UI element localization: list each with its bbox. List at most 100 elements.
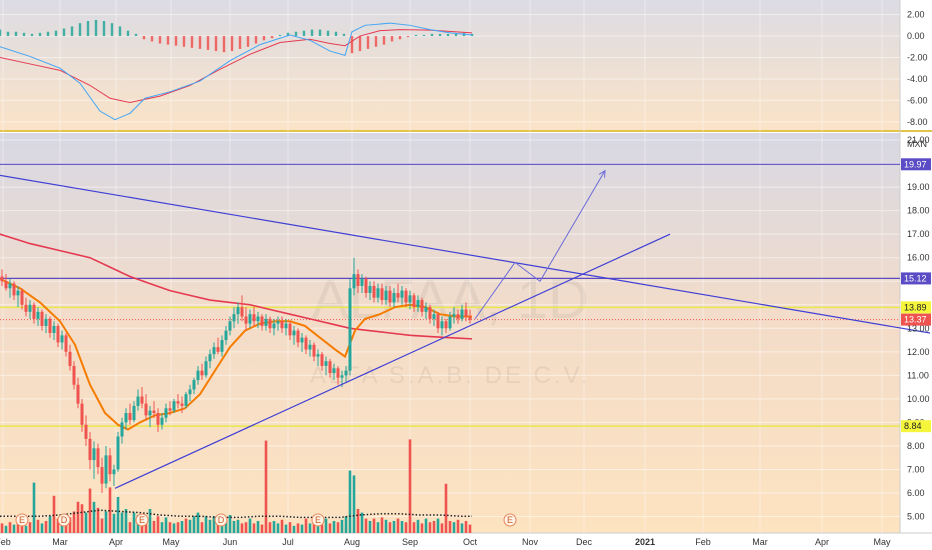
- event-marker-label: E: [315, 515, 321, 525]
- volume-bar: [408, 439, 412, 533]
- volume-bar: [228, 515, 232, 533]
- trendline-1[interactable]: [0, 174, 931, 334]
- candle-body: [16, 290, 20, 296]
- price-y-tick: 5.00: [907, 512, 925, 522]
- candle-body: [372, 285, 376, 298]
- candle-body: [436, 314, 440, 329]
- macd-histogram-bar: [30, 33, 34, 37]
- macd-histogram-bar: [198, 36, 202, 49]
- candle-body: [460, 309, 464, 319]
- candle-body: [276, 321, 280, 324]
- volume-bar: [420, 523, 424, 533]
- macd-histogram-bar: [398, 36, 402, 40]
- macd-histogram-bar: [238, 36, 242, 49]
- dividend-marker[interactable]: [57, 513, 71, 527]
- trendline-2[interactable]: [114, 233, 671, 489]
- volume-bar: [88, 488, 92, 533]
- candle-body: [452, 314, 456, 317]
- date-tick: Feb: [0, 537, 11, 547]
- price-y-tick: 17.00: [907, 229, 930, 239]
- candle-body: [320, 354, 324, 366]
- candle-body: [72, 365, 76, 385]
- earnings-marker[interactable]: [135, 513, 149, 527]
- price-y-tick: 8.00: [907, 441, 925, 451]
- candle-body: [40, 311, 44, 326]
- volume-bar: [56, 518, 60, 533]
- candle-body: [388, 290, 392, 303]
- candle-body: [376, 288, 380, 298]
- candle-body: [100, 467, 104, 484]
- candle-body: [420, 300, 424, 312]
- macd-histogram-bar: [430, 33, 434, 37]
- candle-body: [268, 318, 272, 329]
- volume-bar: [312, 521, 316, 533]
- volume-bar: [84, 512, 88, 533]
- candle-body: [20, 290, 24, 305]
- macd-histogram-bar: [206, 36, 210, 50]
- candle-body: [324, 361, 328, 366]
- ema-fast-line: [0, 277, 472, 431]
- candle-body: [160, 417, 164, 425]
- volume-bar: [320, 524, 324, 533]
- volume-bar: [304, 518, 308, 533]
- macd-histogram-bar: [342, 33, 346, 37]
- volume-bar: [68, 517, 72, 533]
- candle-body: [136, 396, 140, 406]
- macd-histogram-bar: [126, 30, 130, 37]
- price-y-tick: 19.00: [907, 182, 930, 192]
- candle-body: [204, 361, 208, 376]
- candle-body: [252, 314, 256, 322]
- date-tick: Mar: [52, 537, 68, 547]
- macd-histogram-bar: [366, 36, 370, 49]
- volume-bar: [328, 523, 332, 533]
- level-badge-13.89: 13.89: [904, 302, 927, 312]
- volume-bar: [296, 523, 300, 533]
- candle-body: [76, 384, 80, 404]
- candle-body: [428, 307, 432, 319]
- macd-histogram-bar: [446, 33, 450, 37]
- candle-body: [212, 347, 216, 355]
- volume-bar: [400, 521, 404, 533]
- macd-panel-bg: [0, 0, 900, 130]
- macd-y-tick: 0.00: [907, 31, 925, 41]
- candle-body: [404, 290, 408, 303]
- date-tick: Jul: [282, 537, 294, 547]
- candle-body: [84, 424, 88, 439]
- macd-histogram-bar: [46, 31, 50, 37]
- projection-path[interactable]: [474, 170, 606, 320]
- volume-bar: [348, 470, 352, 533]
- candle-body: [336, 368, 340, 378]
- macd-histogram-bar: [358, 36, 362, 52]
- volume-bar: [384, 519, 388, 533]
- earnings-marker[interactable]: [15, 513, 29, 527]
- volume-bar: [244, 522, 248, 533]
- level-badge-8.84: 8.84: [904, 421, 922, 431]
- volume-bar: [16, 518, 20, 533]
- candle-body: [232, 314, 236, 322]
- volume-bar: [192, 516, 196, 533]
- candle-body: [28, 304, 32, 312]
- earnings-marker[interactable]: [503, 513, 517, 527]
- price-y-tick: 7.00: [907, 464, 925, 474]
- candle-body: [272, 323, 276, 329]
- volume-bar: [292, 525, 296, 533]
- dividend-marker[interactable]: [214, 513, 228, 527]
- volume-bar: [112, 513, 116, 533]
- candle-body: [448, 316, 452, 329]
- earnings-marker[interactable]: [311, 513, 325, 527]
- candle-body: [228, 321, 232, 331]
- candle-body: [260, 316, 264, 326]
- date-tick: Nov: [522, 537, 539, 547]
- candle-body: [284, 323, 288, 329]
- price-panel-bg: [0, 133, 900, 533]
- volume-bar: [436, 518, 440, 533]
- candle-body: [248, 314, 252, 324]
- macd-histogram-bar: [14, 31, 18, 37]
- macd-histogram-bar: [294, 31, 298, 37]
- volume-bar: [376, 522, 380, 533]
- volume-bar: [236, 519, 240, 533]
- candle-body: [200, 370, 204, 376]
- macd-histogram-bar: [118, 26, 122, 37]
- macd-histogram-bar: [110, 23, 114, 37]
